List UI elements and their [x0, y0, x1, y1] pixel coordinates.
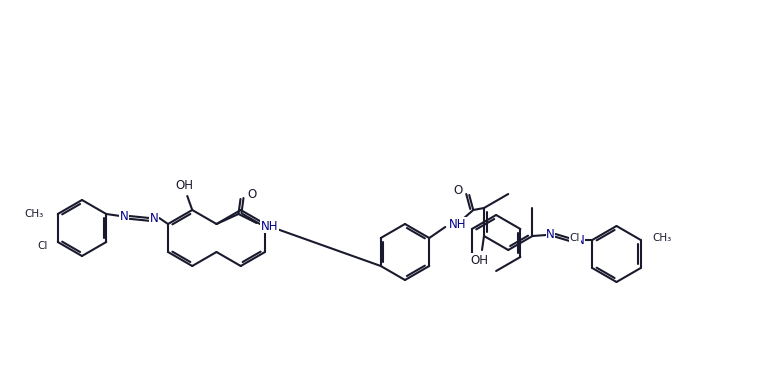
- Text: N: N: [576, 234, 585, 247]
- Text: Cl: Cl: [570, 233, 581, 243]
- Text: CH₃: CH₃: [653, 233, 672, 243]
- Text: OH: OH: [470, 254, 488, 267]
- Text: CH₃: CH₃: [25, 209, 44, 219]
- Text: NH: NH: [261, 220, 278, 232]
- Text: O: O: [453, 183, 463, 196]
- Text: N: N: [150, 212, 159, 225]
- Text: OH: OH: [175, 179, 193, 192]
- Text: Cl: Cl: [38, 241, 48, 251]
- Text: N: N: [120, 210, 129, 222]
- Text: N: N: [546, 227, 555, 240]
- Text: NH: NH: [449, 217, 467, 230]
- Text: O: O: [248, 188, 257, 200]
